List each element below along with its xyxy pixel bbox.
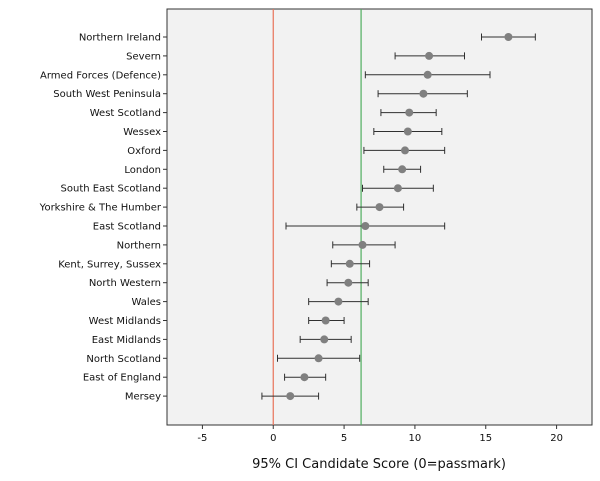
mean-point [419, 89, 428, 98]
error-bar [383, 165, 422, 174]
x-tick-label: 5 [341, 433, 347, 444]
x-tick-label: 20 [550, 433, 563, 444]
error-bar [285, 222, 446, 230]
x-tick-label: 15 [479, 433, 492, 444]
error-bar [326, 278, 369, 287]
mean-point [344, 278, 353, 287]
mean-point [321, 316, 330, 325]
mean-point [393, 184, 402, 193]
x-axis-title: 95% CI Candidate Score (0=passmark) [252, 457, 506, 472]
error-bar [481, 33, 536, 41]
error-bar [284, 373, 327, 382]
category-label: East Scotland [93, 222, 161, 233]
category-label: Oxford [127, 146, 161, 157]
x-tick-label: -5 [197, 433, 207, 444]
category-label: Northern Ireland [79, 33, 161, 44]
error-bar [377, 89, 468, 98]
category-label: West Midlands [89, 316, 161, 327]
category-label: South West Peninsula [53, 89, 161, 100]
category-label: West Scotland [90, 108, 161, 119]
category-labels: Northern Ireland Severn Armed Forces (Defe… [39, 33, 167, 403]
mean-point [405, 108, 414, 117]
mean-point [314, 354, 323, 363]
x-tick-label: 0 [270, 433, 276, 444]
category-label: Yorkshire & The Humber [39, 203, 162, 214]
error-bar [362, 184, 434, 193]
category-label: Wales [131, 297, 161, 308]
mean-point [358, 240, 367, 249]
error-bar [308, 297, 369, 306]
mean-point [300, 373, 309, 382]
mean-point [423, 70, 432, 79]
category-label: East Midlands [92, 335, 161, 346]
category-label: Armed Forces (Defence) [40, 70, 161, 81]
mean-point [425, 51, 434, 60]
error-bar [308, 316, 345, 325]
mean-point [401, 146, 409, 155]
mean-point [398, 165, 407, 174]
error-bar [330, 259, 371, 268]
category-label: North Western [89, 278, 161, 289]
x-tick-label: 10 [409, 433, 422, 444]
error-bar [373, 127, 443, 136]
error-bar [394, 51, 465, 60]
error-bar [277, 354, 361, 363]
x-axis-ticks: -5 0 5 10 15 20 [197, 425, 563, 444]
category-label: North Scotland [86, 354, 161, 365]
plot-area [166, 8, 593, 426]
error-bar [363, 146, 446, 155]
reference-lines [272, 9, 362, 425]
category-label: London [124, 165, 161, 176]
error-bar [380, 108, 437, 117]
category-label: South East Scotland [61, 184, 161, 195]
category-label: Mersey [125, 392, 161, 403]
category-label: Kent, Surrey, Sussex [58, 259, 161, 270]
error-bar [332, 240, 396, 249]
mean-point [345, 259, 354, 268]
category-label: East of England [83, 373, 161, 384]
error-bar [356, 203, 405, 212]
mean-point [334, 297, 343, 306]
error-bar [299, 335, 352, 344]
error-bars [261, 33, 536, 401]
mean-point [320, 335, 329, 344]
mean-point [361, 222, 370, 230]
mean-point [403, 127, 412, 136]
mean-point [375, 203, 384, 212]
mean-point [504, 33, 513, 41]
error-bar [364, 70, 491, 79]
category-label: Northern [117, 240, 161, 251]
category-label: Severn [126, 51, 161, 62]
error-bar [261, 392, 320, 401]
mean-point [286, 392, 295, 401]
category-label: Wessex [123, 127, 161, 138]
